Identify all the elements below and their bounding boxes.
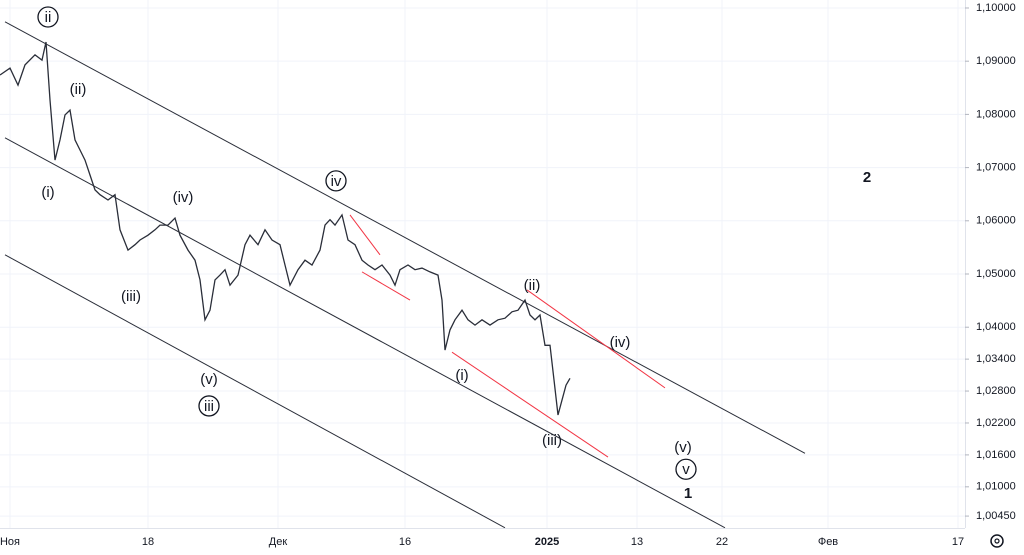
y-tick-label: 1,09000 [976,55,1016,67]
y-tick-label: 1,10000 [976,2,1016,14]
y-tick-label: 1,00450 [976,510,1016,522]
wave-label: iii [204,398,214,415]
trend-line [4,21,806,454]
wave-label: iv [331,173,342,190]
y-tick-label: 1,05000 [976,268,1016,280]
x-tick-label: Ноя [0,536,20,548]
wave-label: ii [45,9,52,26]
trend-line [4,137,726,528]
wave-label: 1 [684,485,692,502]
price-line [0,41,571,416]
y-tick-label: 1,03400 [976,353,1016,365]
wave-label: (ii) [524,277,541,294]
x-tick-label: 13 [631,536,643,548]
x-tick-label: 17 [952,536,964,548]
x-tick-label: Дек [269,536,288,548]
x-tick-label: 16 [399,536,411,548]
wave-label: 2 [863,169,871,186]
wave-label: (iii) [542,432,562,449]
trend-line [4,254,506,528]
wave-label: (i) [41,184,54,201]
x-tick-label: 2025 [535,536,559,548]
y-tick-label: 1,07000 [976,161,1016,173]
wave-label: (iii) [121,288,141,305]
x-tick-label: Фев [818,536,838,548]
y-tick-label: 1,02200 [976,417,1016,429]
wave-label: (iv) [173,189,194,206]
y-tick-label: 1,06000 [976,215,1016,227]
y-tick-label: 1,04000 [976,321,1016,333]
x-tick-label: 18 [142,536,154,548]
plot-area [0,0,965,528]
wave-label: (i) [455,367,468,384]
x-tick-label: 22 [716,536,728,548]
trend-line [349,214,381,256]
y-tick-label: 1,01600 [976,449,1016,461]
y-tick-label: 1,02800 [976,385,1016,397]
wave-circle [198,395,220,417]
settings-icon[interactable] [990,534,1004,548]
wave-label: (ii) [70,81,87,98]
wave-label: (iv) [610,334,631,351]
wave-circle [37,6,59,28]
wave-circle [325,170,347,192]
trend-line [361,271,411,301]
wave-label: (v) [674,439,692,456]
trend-line [451,351,609,458]
trend-line [526,289,666,389]
gear[interactable] [990,534,1004,548]
wave-circle [675,458,697,480]
wave-label: v [682,461,690,478]
wave-label: (v) [200,371,218,388]
gear-hub[interactable] [994,538,1000,544]
y-tick-label: 1,08000 [976,108,1016,120]
y-tick-label: 1,01000 [976,481,1016,493]
